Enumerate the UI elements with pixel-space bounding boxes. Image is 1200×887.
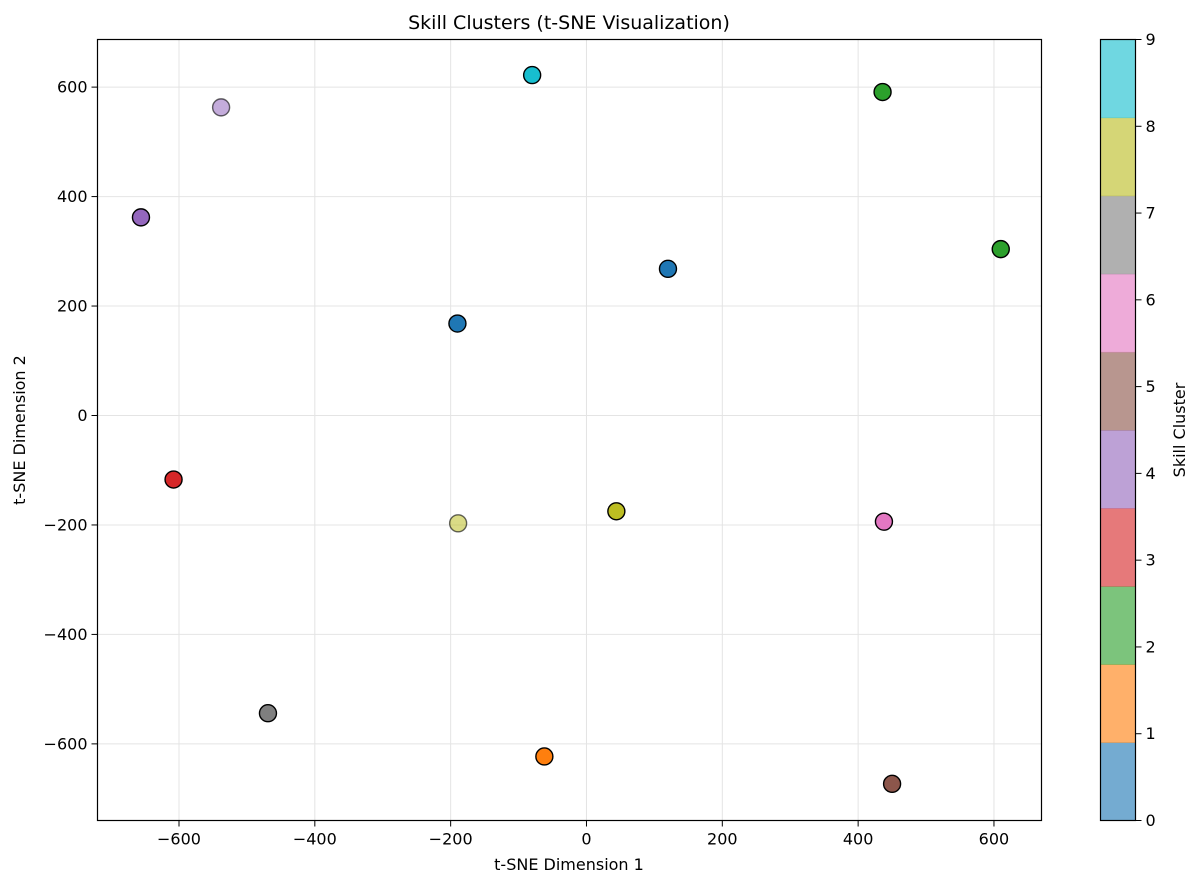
data-point-cluster-4 bbox=[131, 208, 151, 227]
x-tick-label: 200 bbox=[707, 830, 738, 849]
colorbar-band bbox=[1100, 430, 1136, 509]
y-tick-label: −200 bbox=[44, 515, 88, 534]
chart-title: Skill Clusters (t-SNE Visualization) bbox=[408, 12, 730, 34]
colorbar-tick-label: 7 bbox=[1146, 204, 1156, 223]
y-tick-label: −400 bbox=[44, 625, 88, 644]
data-point-cluster-4 bbox=[211, 98, 231, 117]
y-tick-label: 400 bbox=[57, 187, 88, 206]
y-tick-label: 0 bbox=[77, 406, 87, 425]
data-point-cluster-0 bbox=[448, 314, 467, 333]
data-point-cluster-8 bbox=[607, 502, 626, 521]
colorbar-tick-label: 8 bbox=[1146, 117, 1156, 136]
x-tick-label: 600 bbox=[979, 830, 1010, 849]
data-point-cluster-5 bbox=[882, 774, 902, 794]
colorbar-band bbox=[1100, 351, 1136, 431]
y-axis-label: t-SNE Dimension 2 bbox=[10, 355, 29, 505]
data-points bbox=[131, 65, 1010, 794]
data-point-cluster-1 bbox=[535, 747, 554, 766]
y-tick-label: −600 bbox=[44, 734, 88, 753]
data-point-cluster-2 bbox=[991, 239, 1010, 259]
y-axis-ticks: −600 −400 −200 0 200 400 600 bbox=[44, 78, 98, 753]
plot-frame bbox=[96, 38, 1043, 822]
x-axis-label: t-SNE Dimension 1 bbox=[494, 855, 644, 874]
data-point-cluster-3 bbox=[164, 470, 183, 489]
x-tick-label: −400 bbox=[293, 830, 337, 849]
data-point-cluster-9 bbox=[522, 65, 542, 85]
data-point-cluster-2 bbox=[873, 82, 892, 102]
colorbar-band bbox=[1100, 664, 1136, 743]
x-tick-label: 0 bbox=[581, 830, 591, 849]
colorbar-band bbox=[1100, 508, 1136, 587]
data-point-cluster-7 bbox=[258, 704, 278, 723]
colorbar-band bbox=[1100, 195, 1136, 275]
colorbar-band bbox=[1100, 273, 1136, 353]
colorbar-tick-label: 4 bbox=[1146, 464, 1156, 483]
y-tick-label: 200 bbox=[57, 297, 88, 316]
x-tick-label: −200 bbox=[429, 830, 473, 849]
data-point-cluster-6 bbox=[874, 512, 894, 531]
colorbar-tick-label: 3 bbox=[1146, 551, 1156, 570]
colorbar-tick-label: 0 bbox=[1146, 811, 1156, 830]
colorbar-band bbox=[1100, 117, 1136, 197]
colorbar-band bbox=[1100, 39, 1136, 119]
colorbar-tick-label: 9 bbox=[1146, 30, 1156, 49]
data-point-cluster-8 bbox=[448, 514, 468, 533]
data-point-cluster-0 bbox=[658, 259, 678, 279]
colorbar-band bbox=[1100, 742, 1136, 821]
x-tick-label: −600 bbox=[157, 830, 201, 849]
colorbar-tick-label: 6 bbox=[1146, 290, 1156, 309]
colorbar-frame bbox=[1099, 38, 1137, 822]
colorbar-band bbox=[1100, 586, 1136, 665]
x-axis-ticks: −600 −400 −200 0 200 400 600 bbox=[157, 820, 1010, 849]
x-tick-label: 400 bbox=[843, 830, 874, 849]
colorbar: 0 1 2 3 4 5 6 7 8 9 bbox=[1099, 30, 1156, 830]
colorbar-tick-label: 1 bbox=[1146, 724, 1156, 743]
y-tick-label: 600 bbox=[57, 78, 88, 97]
colorbar-label: Skill Cluster bbox=[1170, 382, 1189, 477]
colorbar-tick-label: 5 bbox=[1146, 377, 1156, 396]
colorbar-tick-label: 2 bbox=[1146, 637, 1156, 656]
